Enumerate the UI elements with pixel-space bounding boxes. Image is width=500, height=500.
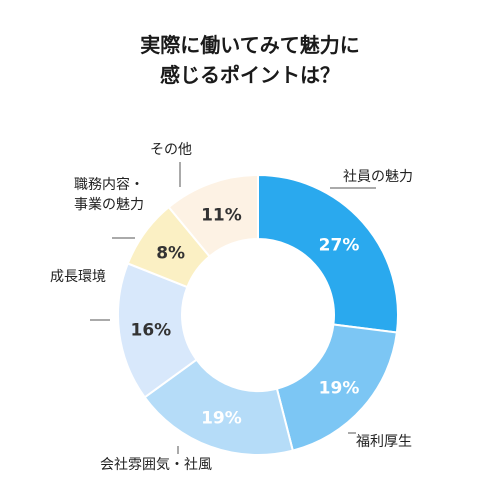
donut-hole xyxy=(183,240,333,390)
donut-slice-1 xyxy=(257,173,399,334)
slice-value-label-1: 27% xyxy=(319,236,360,256)
slice-value-label-5: 8% xyxy=(156,244,185,264)
category-label-5-line-1: 職務内容・ xyxy=(74,176,144,193)
chart-title: 実際に働いてみて魅力に 感じるポイントは？ xyxy=(0,30,500,90)
slice-value-label-6: 11% xyxy=(201,205,242,225)
category-label-2: 福利厚生 xyxy=(356,434,412,450)
donut-slice-6 xyxy=(167,173,259,258)
category-label-6: その他 xyxy=(150,142,192,158)
category-label-1: 社員の魅力 xyxy=(343,169,413,185)
chart-title-line-1: 実際に働いてみて魅力に xyxy=(140,33,360,57)
category-label-5-line-2: 事業の魅力 xyxy=(74,197,144,213)
slice-value-label-2: 19% xyxy=(319,378,360,398)
slice-value-label-4: 16% xyxy=(131,321,172,341)
category-label-3: 会社雰囲気・社風 xyxy=(100,457,212,473)
slice-value-label-3: 19% xyxy=(201,409,242,429)
category-label-4: 成長環境 xyxy=(50,269,106,285)
chart-title-line-2: 感じるポイントは？ xyxy=(160,63,340,87)
